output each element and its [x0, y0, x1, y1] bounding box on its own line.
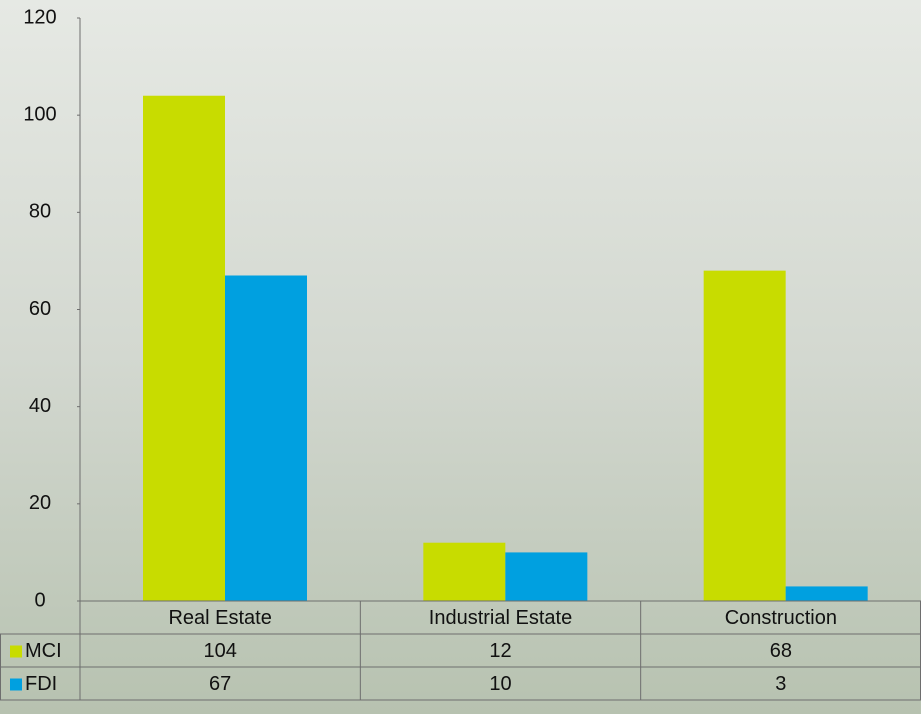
legend-swatch — [10, 678, 22, 691]
y-tick-label: 0 — [34, 589, 45, 611]
table-value: 10 — [489, 673, 511, 695]
y-tick-label: 60 — [29, 298, 51, 320]
x-tick-label: Construction — [725, 607, 837, 629]
bar — [505, 552, 588, 601]
table-value: 104 — [203, 640, 236, 662]
bar — [785, 586, 868, 601]
table-value: 3 — [775, 673, 786, 695]
y-tick-label: 100 — [23, 103, 56, 125]
table-value: 67 — [209, 673, 231, 695]
bar — [225, 275, 307, 601]
legend-label: MCI — [25, 640, 62, 662]
bar — [423, 542, 506, 601]
legend-swatch — [10, 645, 22, 658]
y-tick-label: 120 — [23, 6, 56, 28]
table-value: 12 — [489, 640, 511, 662]
legend-label: FDI — [25, 673, 57, 695]
y-tick-label: 80 — [29, 201, 51, 223]
y-tick-label: 40 — [29, 395, 51, 417]
y-tick-label: 20 — [29, 492, 51, 514]
table-value: 68 — [770, 640, 792, 662]
bar — [703, 270, 786, 601]
x-tick-label: Industrial Estate — [429, 607, 572, 629]
x-tick-label: Real Estate — [168, 607, 271, 629]
bar — [143, 95, 225, 601]
